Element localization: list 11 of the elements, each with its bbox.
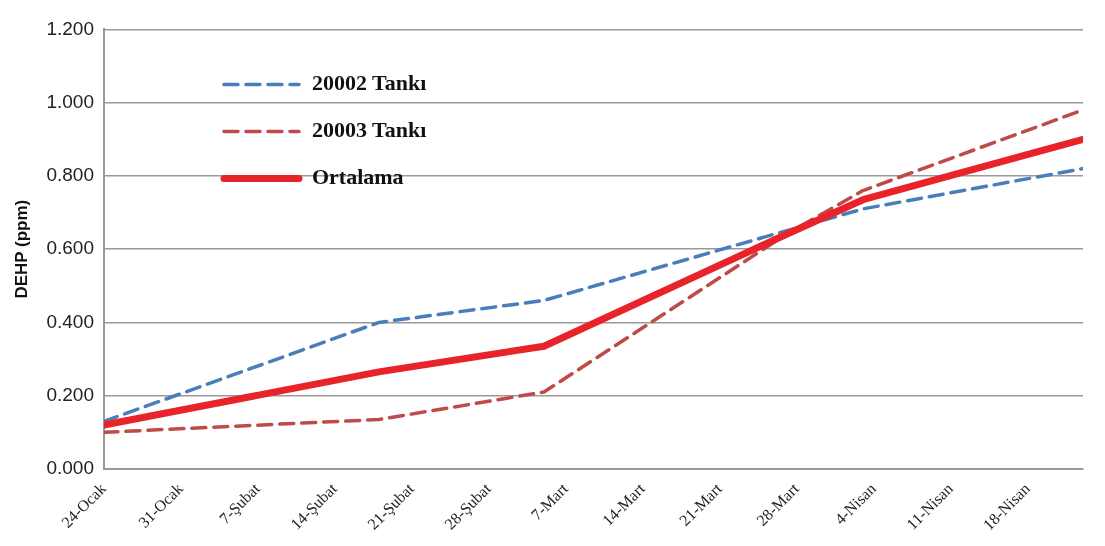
legend-label: 20002 Tankı <box>311 70 427 96</box>
y-tick-label: 0.600 <box>46 237 94 259</box>
y-tick-label: 0.800 <box>46 164 94 186</box>
y-tick-label: 0.200 <box>46 383 94 405</box>
y-tick-label: 0.000 <box>46 457 94 479</box>
y-axis-title: DEHP (ppm) <box>11 199 31 299</box>
legend-label: 20003 Tankı <box>311 117 427 143</box>
y-tick-label: 1.200 <box>46 17 94 39</box>
y-tick-label: 1.000 <box>46 90 94 112</box>
y-tick-label: 0.400 <box>46 310 94 332</box>
legend-label: Ortalama <box>311 164 404 190</box>
